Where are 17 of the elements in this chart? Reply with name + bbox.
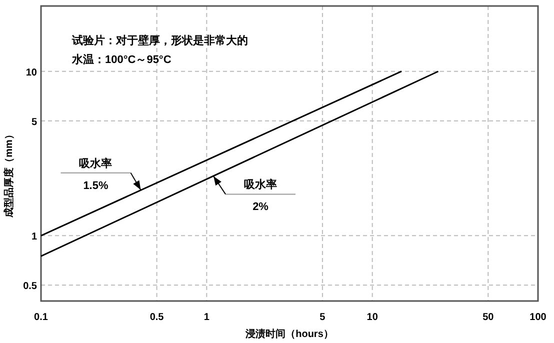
x-tick-label: 5	[320, 312, 326, 323]
y-tick-label: 10	[26, 67, 38, 78]
y-tick-label: 0.5	[23, 281, 38, 292]
x-tick-label: 100	[530, 312, 547, 323]
annotation: 吸水率 1.5%	[79, 156, 112, 192]
x-tick-label: 50	[482, 312, 494, 323]
y-axis-title: 成型品厚度（mm）	[3, 130, 15, 218]
annotation: 吸水率 2%	[244, 178, 278, 214]
x-tick-label: 0.5	[150, 312, 164, 323]
text: 试验片：对于壁厚，形状是非常大的	[71, 34, 248, 47]
x-axis-title: 浸渍时间（hours）	[244, 328, 334, 340]
text: 水温：100°C～95°C	[71, 53, 172, 66]
y-tick-label: 5	[31, 116, 38, 128]
y-tick-label: 1	[31, 232, 38, 243]
x-tick-label: 0.1	[34, 312, 48, 323]
x-tick-label: 10	[366, 312, 378, 323]
x-tick-label: 1	[204, 312, 210, 323]
